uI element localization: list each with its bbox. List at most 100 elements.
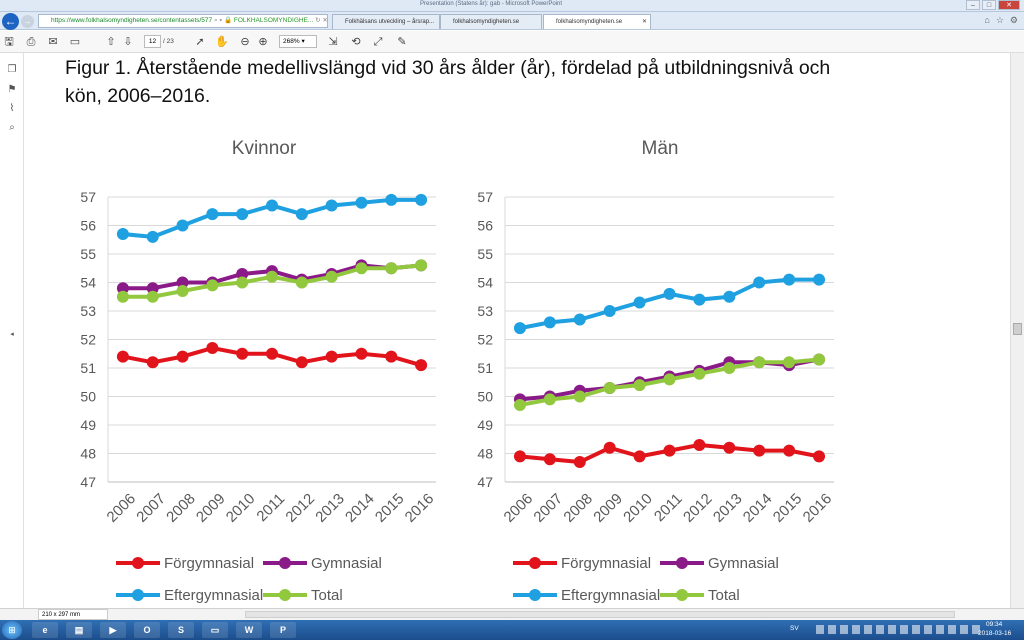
x-tick-label: 2011 <box>651 490 686 525</box>
folder-icon[interactable]: ▭ <box>202 622 228 638</box>
close-icon[interactable]: ✕ <box>998 0 1020 10</box>
powerpoint-icon[interactable]: P <box>270 622 296 638</box>
data-point <box>783 444 796 457</box>
x-tick-label: 2015 <box>372 490 408 526</box>
tab-2[interactable]: folkhalsomyndigheten.se <box>440 14 542 29</box>
save-icon[interactable]: 🖫 <box>4 36 14 48</box>
data-point <box>116 350 129 363</box>
favorites-star-icon[interactable]: ☆ <box>995 15 1004 25</box>
tab-1[interactable]: Folkhälsans utveckling – årsrap... <box>332 14 440 29</box>
tray-icon[interactable] <box>888 625 896 634</box>
x-tick-label: 2014 <box>740 490 776 526</box>
data-point <box>513 450 526 463</box>
address-bar[interactable]: https://www.folkhalsomyndigheten.se/cont… <box>38 14 328 28</box>
data-point <box>355 347 368 360</box>
data-point <box>146 356 159 369</box>
legend-label: Total <box>311 587 343 604</box>
tray-icon[interactable] <box>840 625 848 634</box>
tray-icon[interactable] <box>828 625 836 634</box>
zoom-select[interactable]: 268% ▾ <box>279 35 317 48</box>
data-point <box>176 350 189 363</box>
tray-icon[interactable] <box>816 625 824 634</box>
data-point <box>723 362 736 374</box>
media-player-icon[interactable]: ▶ <box>100 622 126 638</box>
word-icon[interactable]: W <box>236 622 262 638</box>
maximize-icon[interactable]: □ <box>982 0 996 10</box>
fit-page-icon[interactable]: ⇲ <box>328 36 338 48</box>
refresh-icon[interactable]: ↻ ✕ <box>315 17 328 24</box>
data-point <box>146 290 159 303</box>
minimize-icon[interactable]: – <box>966 0 980 10</box>
ie-icon[interactable]: e <box>32 622 58 638</box>
windows-start-icon[interactable]: ⊞ <box>2 621 22 639</box>
page-total: / 23 <box>163 38 174 45</box>
tray-icon[interactable] <box>912 625 920 634</box>
y-tick-label: 56 <box>477 218 493 234</box>
zoom-out-icon[interactable]: ⊖ <box>240 36 250 48</box>
close-tab-icon[interactable]: ✕ <box>641 19 647 25</box>
tray-icon[interactable] <box>900 625 908 634</box>
chevron-down-icon: ▾ <box>301 38 305 45</box>
tray-icon[interactable] <box>960 625 968 634</box>
annotate-icon[interactable]: ✎ <box>397 36 407 48</box>
page-down-icon[interactable]: ⇩ <box>123 36 133 48</box>
hand-tool-icon[interactable]: ✋ <box>215 36 229 48</box>
y-tick-label: 47 <box>477 474 493 490</box>
tray-icon[interactable] <box>876 625 884 634</box>
data-point <box>266 270 278 283</box>
pages-icon[interactable]: ❐ <box>7 64 17 75</box>
address-search-icon[interactable]: ⌕ ▾ <box>213 17 224 24</box>
language-indicator[interactable]: SV <box>790 625 799 632</box>
system-tray: SV 09:34 2018-03-16 <box>782 620 1024 640</box>
tray-icon[interactable] <box>924 625 932 634</box>
mail-icon[interactable]: ✉ <box>48 36 58 48</box>
data-point <box>693 438 706 451</box>
data-point <box>633 296 646 309</box>
forward-arrow-icon[interactable]: → <box>21 15 34 28</box>
charts-svg: Kvinnor474849505152535455565720062007200… <box>80 138 835 604</box>
outlook-icon[interactable]: O <box>134 622 160 638</box>
attachment-icon[interactable]: ⌇ <box>9 103 15 114</box>
zoom-in-icon[interactable]: ⊕ <box>258 36 268 48</box>
search-icon[interactable]: ⌕ <box>9 122 15 133</box>
zoom-value: 268% <box>283 38 300 45</box>
home-icon[interactable]: ⌂ <box>984 15 990 25</box>
data-point <box>723 290 736 303</box>
legend-label: Förgymnasial <box>164 555 254 572</box>
legend-swatch-marker <box>279 557 291 569</box>
tray-icon[interactable] <box>864 625 872 634</box>
page-number-input[interactable]: 12 <box>144 35 161 48</box>
rotate-icon[interactable]: ⟲ <box>351 36 361 48</box>
tab-3-active[interactable]: folkhalsomyndigheten.se ✕ <box>543 14 651 29</box>
skype-icon[interactable]: S <box>168 622 194 638</box>
collapse-left-icon[interactable]: ◂ <box>10 331 14 338</box>
scroll-thumb[interactable] <box>1013 323 1022 335</box>
comment-icon[interactable]: ▭ <box>69 36 81 48</box>
settings-gear-icon[interactable]: ⚙ <box>1009 15 1018 25</box>
vertical-scrollbar[interactable] <box>1010 53 1024 608</box>
x-tick-label: 2009 <box>590 490 626 526</box>
tray-icon[interactable] <box>972 625 980 634</box>
back-arrow-icon[interactable]: ← <box>2 13 19 30</box>
tray-icon[interactable] <box>852 625 860 634</box>
bookmark-icon[interactable]: ⚑ <box>7 84 17 95</box>
clock-date[interactable]: 2018-03-16 <box>978 630 1012 637</box>
window-titlebar: Presentation (Statens år): gab - Microso… <box>0 0 1024 12</box>
data-point <box>633 379 646 392</box>
page-up-icon[interactable]: ⇧ <box>106 36 116 48</box>
select-cursor-icon[interactable]: ➚ <box>195 36 205 48</box>
horizontal-scrollbar[interactable] <box>245 611 955 618</box>
tray-icon[interactable] <box>948 625 956 634</box>
chart-1: Kvinnor474849505152535455565720062007200… <box>80 138 437 604</box>
data-point <box>543 453 556 466</box>
clock-time[interactable]: 09:34 <box>986 621 1003 628</box>
data-point <box>116 228 129 241</box>
site-identity[interactable]: FOLKHALSOMYNDIGHE... <box>233 17 314 24</box>
print-icon[interactable]: ⎙ <box>26 36 36 48</box>
tray-icon[interactable] <box>936 625 944 634</box>
y-tick-label: 48 <box>477 446 493 462</box>
explorer-folder-icon[interactable]: ▤ <box>66 622 92 638</box>
fullscreen-icon[interactable]: ⤢ <box>373 36 383 48</box>
data-point <box>415 259 428 272</box>
y-tick-label: 57 <box>477 189 493 205</box>
